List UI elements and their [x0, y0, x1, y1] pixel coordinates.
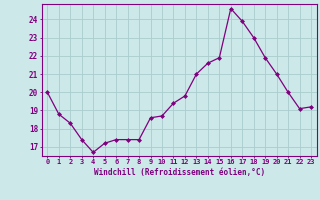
X-axis label: Windchill (Refroidissement éolien,°C): Windchill (Refroidissement éolien,°C): [94, 168, 265, 177]
